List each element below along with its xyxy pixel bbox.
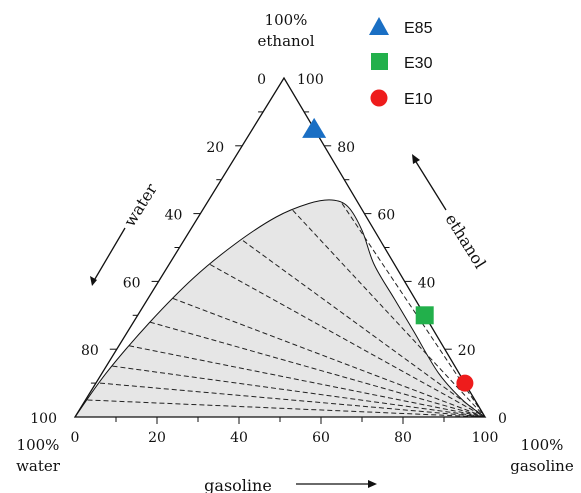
water-axis-label: water [120,180,161,230]
legend-e30-marker [371,53,388,70]
gasoline-tick-label: 80 [394,430,412,446]
legend-e30-label: E30 [404,55,433,72]
tick-labels-layer: 0 20 40 60 80 100 0 20 40 60 80 100 0 20 40 60 80 100 [30,72,507,446]
water-tick-label: 80 [81,343,99,359]
ethanol-tick-label: 40 [418,275,436,291]
right-corner-label-line1: 100% [521,436,564,454]
water-tick-label: 100 [30,411,57,427]
legend-e10-marker [370,89,388,107]
ethanol-tick-label: 80 [337,140,355,156]
top-corner-label-line2: ethanol [258,32,315,50]
tie-line [209,264,486,418]
water-tick-label: 20 [206,140,224,156]
tie-line [112,365,486,418]
two-phase-region [74,199,487,418]
water-tick-label: 60 [123,275,141,291]
water-tick-label: 0 [257,72,266,88]
tie-line [292,209,486,418]
ethanol-axis-label: ethanol [441,210,489,272]
water-tick-label: 40 [165,208,183,224]
gasoline-axis-arrowhead [368,480,377,488]
tie-line [149,321,486,418]
tie-line [99,382,486,418]
tie-line [242,240,486,418]
gasoline-tick-label: 0 [71,430,80,446]
e30-point [415,306,434,325]
legend-e85-marker [369,17,389,35]
gasoline-tick-label: 100 [472,430,499,446]
e85-point [302,117,327,138]
tie-line [87,399,486,418]
gasoline-tick-label: 40 [230,430,248,446]
e10-point [456,374,474,392]
tie-lines-layer [87,203,486,418]
ethanol-tick-label: 20 [458,343,476,359]
gasoline-tick-label: 20 [148,430,166,446]
gasoline-axis-label: gasoline [204,476,272,493]
top-corner-label-line1: 100% [265,11,308,29]
ethanol-tick-label: 60 [377,208,395,224]
legend-e85-label: E85 [404,20,433,37]
right-corner-label-line2: gasoline [510,457,574,475]
water-axis-arrow [91,227,126,285]
left-corner-label-line1: 100% [17,436,60,454]
left-corner-label-line2: water [16,457,61,475]
tie-line [129,345,486,418]
data-points-layer [302,117,474,392]
ethanol-axis-arrowhead [412,154,420,164]
ethanol-tick-label: 0 [498,411,507,427]
gasoline-tick-label: 60 [312,430,330,446]
ethanol-axis-arrow [412,156,447,211]
tie-line [341,203,486,418]
legend: E85 E30 E10 [369,17,433,108]
water-axis-arrowhead [90,276,97,286]
two-phase-region-layer [74,199,487,418]
legend-e10-label: E10 [404,91,433,108]
ethanol-tick-label: 100 [297,72,324,88]
